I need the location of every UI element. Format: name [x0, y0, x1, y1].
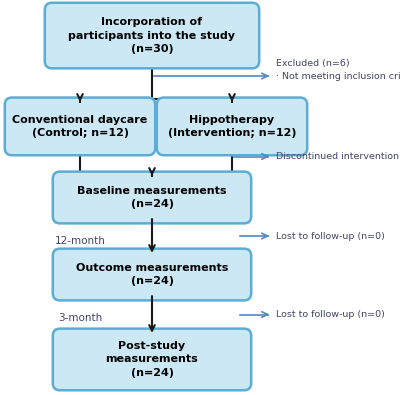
Text: Post-study
measurements
(n=24): Post-study measurements (n=24): [106, 341, 198, 378]
FancyBboxPatch shape: [53, 171, 251, 224]
Text: Outcome measurements
(n=24): Outcome measurements (n=24): [76, 263, 228, 286]
Text: Lost to follow-up (n=0): Lost to follow-up (n=0): [276, 310, 385, 319]
Text: Discontinued intervention (n=0): Discontinued intervention (n=0): [276, 152, 400, 161]
Text: Baseline measurements
(n=24): Baseline measurements (n=24): [77, 186, 227, 209]
Text: 3-month: 3-month: [58, 313, 102, 323]
Text: Incorporation of
participants into the study
(n=30): Incorporation of participants into the s…: [68, 17, 236, 54]
Text: Lost to follow-up (n=0): Lost to follow-up (n=0): [276, 231, 385, 241]
FancyBboxPatch shape: [157, 98, 307, 155]
Text: Conventional daycare
(Control; n=12): Conventional daycare (Control; n=12): [12, 115, 148, 138]
FancyBboxPatch shape: [53, 329, 251, 390]
Text: Hippotherapy
(Intervention; n=12): Hippotherapy (Intervention; n=12): [168, 115, 296, 138]
Text: Excluded (n=6)
· Not meeting inclusion criteria (n=6): Excluded (n=6) · Not meeting inclusion c…: [276, 59, 400, 81]
Text: 12-month: 12-month: [54, 236, 106, 246]
FancyBboxPatch shape: [5, 98, 155, 155]
FancyBboxPatch shape: [53, 249, 251, 300]
FancyBboxPatch shape: [45, 3, 259, 68]
